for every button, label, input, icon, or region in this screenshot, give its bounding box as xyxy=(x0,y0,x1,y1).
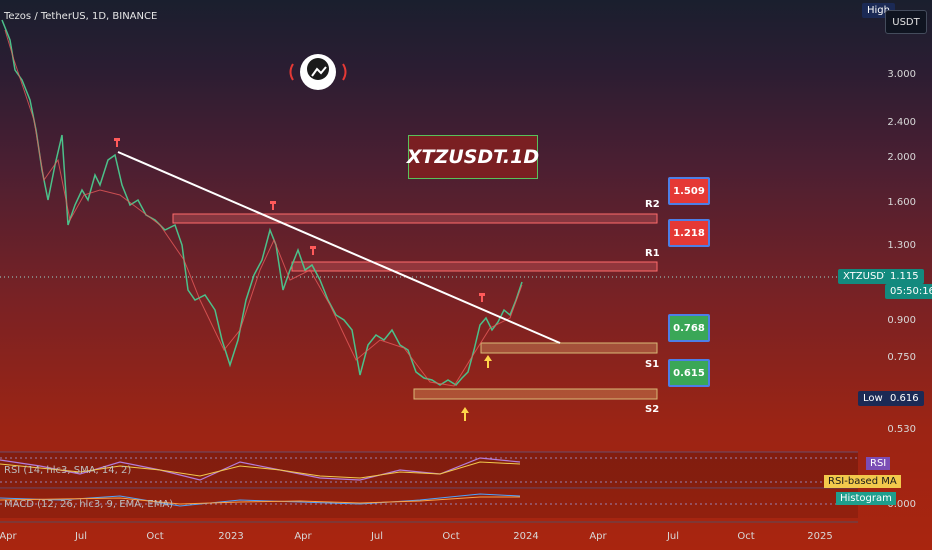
price-chart[interactable] xyxy=(0,0,858,550)
time-tick: 2024 xyxy=(513,531,539,542)
price-tick: 1.600 xyxy=(887,197,916,208)
r1-label: R1 xyxy=(645,248,660,259)
low-badge: Low xyxy=(858,391,888,406)
trader-logo xyxy=(289,54,347,90)
price-series xyxy=(1,19,523,386)
countdown-badge: 05:50:16 xyxy=(885,284,932,299)
price-tick: 0.530 xyxy=(887,424,916,435)
rsi-legend[interactable]: RSI (14, hlc3, SMA, 14, 2) xyxy=(4,465,132,476)
rsi-ma-line xyxy=(0,461,521,479)
r2-label: R2 xyxy=(645,199,660,210)
price-tick: 2.400 xyxy=(887,117,916,128)
symbol-title[interactable]: Tezos / TetherUS, 1D, BINANCE xyxy=(4,11,158,22)
low-value-badge: 0.616 xyxy=(885,391,924,406)
price-tick: 3.000 xyxy=(887,69,916,80)
time-tick: 2023 xyxy=(218,531,244,542)
price-series-red xyxy=(4,29,523,387)
indicator-zero-tick: 0.000 xyxy=(887,499,916,510)
time-tick: 2025 xyxy=(807,531,833,542)
time-tick: Oct xyxy=(442,531,460,542)
signal-line xyxy=(0,496,520,505)
s1-label: S1 xyxy=(645,359,660,370)
s2-label: S2 xyxy=(645,404,660,415)
time-tick: Apr xyxy=(294,531,312,542)
time-tick: Apr xyxy=(0,531,17,542)
macd-pane xyxy=(0,488,858,518)
price-tick: 0.900 xyxy=(887,315,916,326)
s1-zone xyxy=(480,342,658,354)
rsi-ma-tag: RSI-based MA xyxy=(824,475,901,488)
trendline xyxy=(117,151,561,344)
time-tick: Oct xyxy=(146,531,164,542)
rsi-tag: RSI xyxy=(866,457,891,470)
s2-zone xyxy=(413,388,658,400)
r2-price-callout: 1.509 xyxy=(668,177,710,205)
current-symbol-badge: XTZUSDT xyxy=(838,269,896,284)
time-tick: Jul xyxy=(370,531,384,542)
currency-button[interactable]: USDT xyxy=(885,10,927,34)
time-tick: Jul xyxy=(74,531,88,542)
price-axis[interactable]: High 3.000 2.400 2.000 1.600 1.300 XTZUS… xyxy=(838,0,932,550)
pin-icon xyxy=(114,138,485,302)
histogram-tag: Histogram xyxy=(836,492,896,505)
time-tick: Jul xyxy=(666,531,680,542)
time-tick: Oct xyxy=(737,531,755,542)
s2-price-callout: 0.615 xyxy=(668,359,710,387)
chart-title-label: XTZUSDT.1D xyxy=(407,135,539,179)
price-tick: 1.300 xyxy=(887,240,916,251)
r1-price-callout: 1.218 xyxy=(668,219,710,247)
r1-zone xyxy=(291,261,658,272)
price-tick: 2.000 xyxy=(887,152,916,163)
price-tick: 0.750 xyxy=(887,352,916,363)
r2-zone xyxy=(172,213,658,224)
arrow-up-icon xyxy=(461,355,492,421)
current-price-badge: 1.115 xyxy=(885,269,924,284)
macd-legend[interactable]: MACD (12, 26, hlc3, 9, EMA, EMA) xyxy=(4,499,174,510)
s1-price-callout: 0.768 xyxy=(668,314,710,342)
time-tick: Apr xyxy=(589,531,607,542)
